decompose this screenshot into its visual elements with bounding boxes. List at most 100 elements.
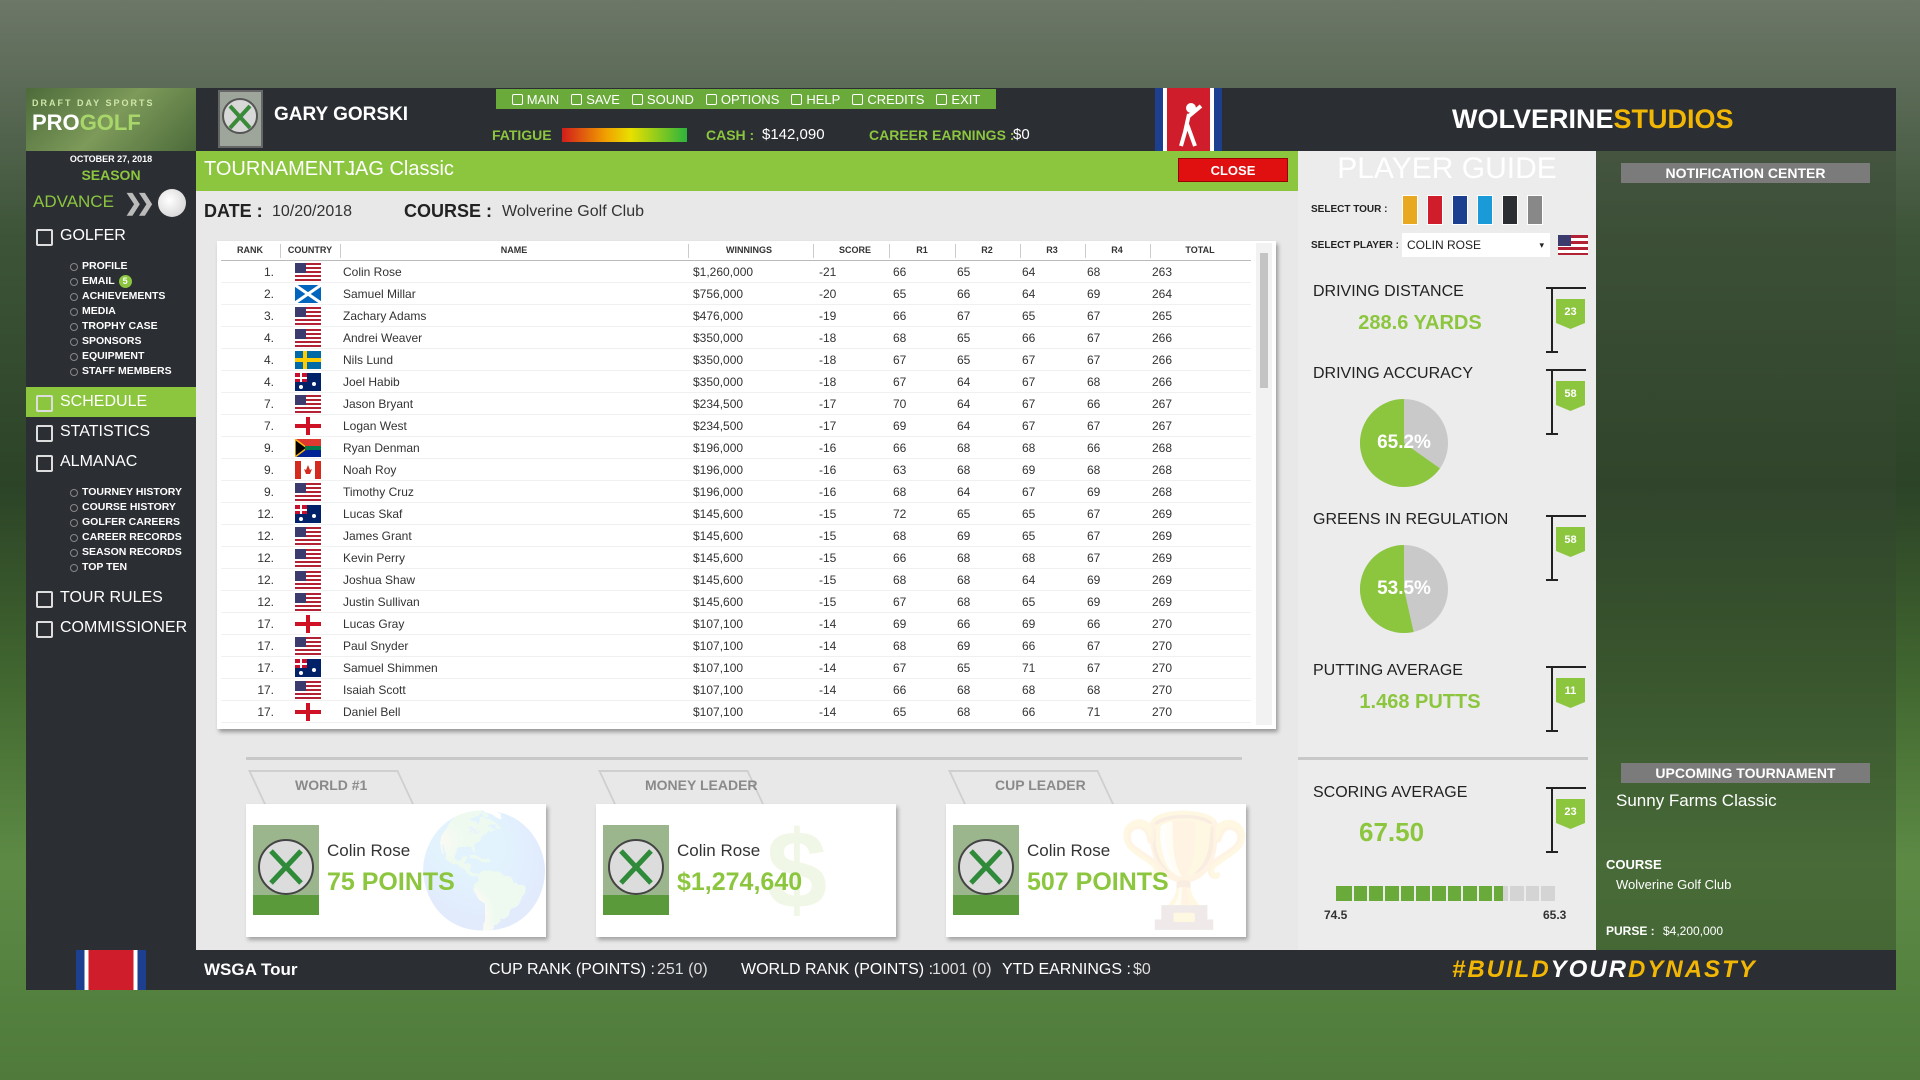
table-row[interactable] [221, 701, 1251, 723]
menu-item[interactable]: MAIN [512, 92, 560, 107]
table-cell: Nils Lund [343, 353, 394, 367]
sidebar-item[interactable]: GOLFER [26, 221, 196, 251]
earnings-value: $0 [1013, 126, 1030, 143]
table-row[interactable] [221, 283, 1251, 305]
tour-icon[interactable] [1477, 195, 1493, 225]
sidebar-subitem[interactable]: GOLFER CAREERS [26, 515, 196, 530]
menu-item[interactable]: SOUND [632, 92, 694, 107]
brand-golf: GOLF [79, 110, 141, 135]
section-divider [246, 757, 1242, 760]
table-row[interactable] [221, 393, 1251, 415]
table-cell: 270 [1152, 617, 1173, 631]
date-value: 10/20/2018 [272, 203, 353, 220]
table-row[interactable] [221, 327, 1251, 349]
table-cell: $350,000 [693, 331, 744, 345]
country-flag [295, 483, 321, 501]
advance-button[interactable]: ADVANCE [33, 192, 114, 211]
table-cell: 69 [893, 419, 907, 433]
tour-icon[interactable] [1452, 195, 1468, 225]
sidebar-subitem[interactable]: TOURNEY HISTORY [26, 485, 196, 500]
sidebar-subitem[interactable]: MEDIA [26, 304, 196, 319]
table-row[interactable] [221, 569, 1251, 591]
sidebar-subitem[interactable]: STAFF MEMBERS [26, 364, 196, 379]
rank-cell: 12. [257, 529, 274, 543]
column-header[interactable]: R1 [916, 245, 928, 255]
sidebar-subitem[interactable]: ACHIEVEMENTS [26, 289, 196, 304]
table-row[interactable] [221, 591, 1251, 613]
close-button[interactable]: CLOSE [1178, 158, 1288, 182]
column-header[interactable]: RANK [237, 245, 263, 255]
tour-icon[interactable] [1427, 195, 1443, 225]
sidebar-subitem[interactable]: CAREER RECORDS [26, 530, 196, 545]
sidebar-item[interactable]: STATISTICS [26, 417, 196, 447]
sidebar-subitem[interactable]: EMAIL 5 [26, 274, 196, 289]
table-cell: $145,600 [693, 551, 744, 565]
menu-item[interactable]: CREDITS [852, 92, 924, 107]
table-row[interactable] [221, 305, 1251, 327]
scrollbar-thumb[interactable] [1260, 253, 1268, 388]
table-row[interactable] [221, 679, 1251, 701]
column-header[interactable]: WINNINGS [726, 245, 772, 255]
table-cell: -14 [819, 617, 837, 631]
column-header[interactable]: COUNTRY [287, 245, 333, 255]
table-cell: 66 [1022, 331, 1036, 345]
column-header[interactable]: R2 [981, 245, 993, 255]
menu-item[interactable]: SAVE [571, 92, 620, 107]
sidebar-subitem[interactable]: TOP TEN [26, 560, 196, 575]
leader-card[interactable]: 🌎 Colin Rose 75 POINTS [246, 804, 546, 937]
player-dropdown[interactable]: COLIN ROSE ▾ [1402, 233, 1550, 257]
table-cell: $196,000 [693, 463, 744, 477]
table-row[interactable] [221, 613, 1251, 635]
table-row[interactable] [221, 437, 1251, 459]
flag-part [295, 651, 321, 653]
column-header[interactable]: TOTAL [1185, 245, 1215, 255]
sidebar-subitem[interactable]: COURSE HISTORY [26, 500, 196, 515]
flag-part [295, 687, 321, 689]
table-row[interactable] [221, 261, 1251, 283]
table-row[interactable] [221, 371, 1251, 393]
sidebar-item[interactable]: TOUR RULES [26, 583, 196, 613]
flag-part [295, 377, 307, 379]
sidebar-subitem[interactable]: SPONSORS [26, 334, 196, 349]
column-header[interactable]: R3 [1046, 245, 1058, 255]
table-cell: 269 [1152, 595, 1173, 609]
table-row[interactable] [221, 503, 1251, 525]
table-row[interactable] [221, 525, 1251, 547]
menu-item[interactable]: OPTIONS [706, 92, 780, 107]
stat-label: GREENS IN REGULATION [1313, 511, 1509, 528]
sidebar-item[interactable]: COMMISSIONER [26, 613, 196, 643]
tour-icon[interactable] [1402, 195, 1418, 225]
sidebar-subitem[interactable]: TROPHY CASE [26, 319, 196, 334]
flag-part [295, 489, 321, 491]
table-row[interactable] [221, 415, 1251, 437]
table-row[interactable] [221, 657, 1251, 679]
column-header[interactable]: NAME [500, 245, 528, 255]
table-cell: 67 [1087, 551, 1101, 565]
leader-card[interactable]: 🏆 Colin Rose 507 POINTS [946, 804, 1246, 937]
table-cell: -16 [819, 441, 837, 455]
sidebar-item[interactable]: ALMANAC [26, 447, 196, 477]
rank-flag: 58 [1556, 527, 1585, 557]
tour-icon[interactable] [1502, 195, 1518, 225]
flag-part [295, 681, 306, 691]
sidebar-item[interactable]: SCHEDULE [26, 387, 196, 417]
table-row[interactable] [221, 349, 1251, 371]
table-row[interactable] [221, 481, 1251, 503]
leader-card[interactable]: $ Colin Rose $1,274,640 [596, 804, 896, 937]
tour-icon[interactable] [1527, 195, 1543, 225]
menu-item[interactable]: HELP [791, 92, 840, 107]
sidebar-subitem[interactable]: SEASON RECORDS [26, 545, 196, 560]
table-row[interactable] [221, 547, 1251, 569]
column-header[interactable]: R4 [1111, 245, 1123, 255]
table-cell: 66 [893, 441, 907, 455]
column-header[interactable]: SCORE [838, 245, 872, 255]
table-cell: 67 [1087, 419, 1101, 433]
sidebar-subitem[interactable]: PROFILE [26, 259, 196, 274]
course-heading: COURSE [1606, 857, 1662, 872]
sidebar-subitem[interactable]: EQUIPMENT [26, 349, 196, 364]
table-row[interactable] [221, 459, 1251, 481]
table-row[interactable] [221, 635, 1251, 657]
flag-part [295, 647, 321, 649]
table-cell: -14 [819, 683, 837, 697]
menu-item[interactable]: EXIT [936, 92, 980, 107]
